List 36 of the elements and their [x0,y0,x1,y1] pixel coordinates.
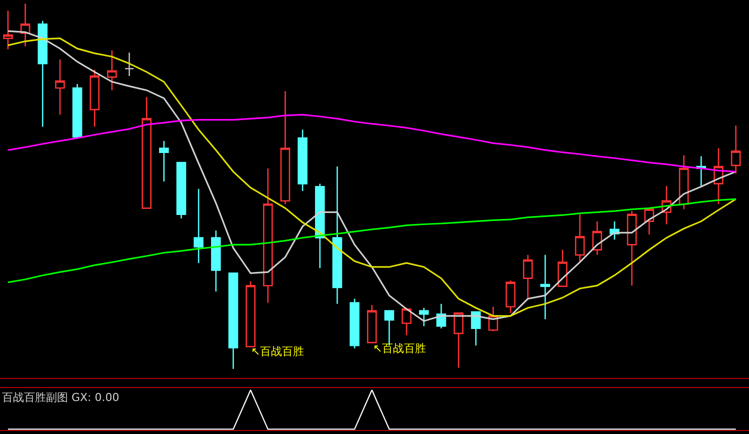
candlestick [107,50,117,91]
candlestick [142,96,152,209]
candlestick [211,230,221,292]
candlestick [418,307,429,327]
candlestick [298,129,308,192]
candlestick [246,280,256,348]
candlestick [90,69,100,128]
candlestick [367,304,377,344]
candlestick [522,254,533,300]
candlestick [454,312,464,368]
annotation: ↖百战百胜 [373,342,426,355]
candlestick [72,83,82,139]
candlestick [55,58,65,116]
candlestick [678,154,689,210]
candlestick [194,188,204,264]
candlestick [350,298,360,350]
candlestick [159,140,169,182]
candlestick [228,272,238,370]
candlestick [176,162,186,220]
candlestick [315,183,325,269]
candlestick [38,20,48,128]
candlestick [280,90,290,205]
candlestick [506,280,516,314]
candlestick [124,52,134,77]
candlestick [540,254,550,320]
candlestick [574,214,585,263]
candlestick [730,124,741,174]
candlestick [263,168,273,304]
candlestick [626,210,637,286]
annotation: ↖百战百胜 [251,345,304,358]
candlestick [558,249,568,287]
candlestick [3,10,13,50]
chart-title: 百战百胜副图 GX: 0.00 [2,391,120,404]
candlestick [470,311,481,346]
candlestick [402,308,412,336]
candlestick [332,166,342,305]
